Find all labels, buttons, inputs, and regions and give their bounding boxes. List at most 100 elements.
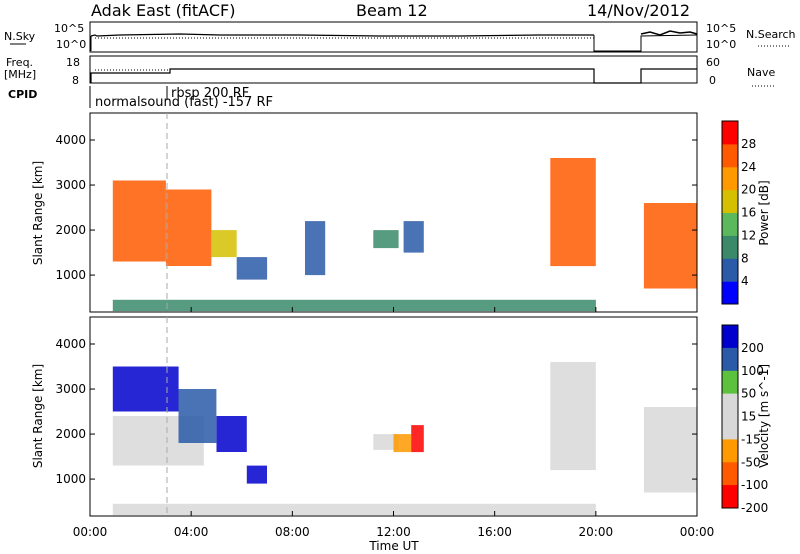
power-colorbar-tick-4: 20 — [741, 183, 756, 197]
power-colorbar-swatch-1 — [722, 258, 738, 282]
power-colorbar-tick-5: 24 — [741, 160, 756, 174]
xtick-label-3: 12:00 — [376, 525, 411, 539]
power-region-7 — [550, 158, 596, 267]
power-y-axis: 1000 2000 3000 4000 — [55, 133, 697, 282]
date-label: 14/Nov/2012 — [587, 1, 690, 20]
nsky-label: N.Sky — [4, 30, 36, 43]
velocity-y-axis: 1000 2000 3000 4000 — [55, 337, 697, 486]
power-region-3 — [236, 257, 268, 280]
nsky-trace — [90, 30, 698, 52]
power-region-1 — [165, 189, 212, 266]
velocity-colorbar-swatch-3 — [722, 393, 738, 417]
velocity-colorbar-tick-3: 15 — [741, 410, 756, 424]
nsky-tick-high: 10^5 — [54, 22, 84, 35]
cpid-mode-rbsp: rbsp 200 RF — [171, 86, 249, 101]
power-region-5 — [373, 230, 399, 249]
velocity-ytick-label-3: 4000 — [55, 337, 86, 351]
power-ytick-label-1: 2000 — [55, 223, 86, 237]
velocity-colorbar-tick-5: -50 — [741, 455, 761, 469]
power-colorbar-swatch-0 — [722, 281, 738, 305]
power-colorbar-label: Power [dB] — [757, 180, 771, 245]
velocity-colorbar-frame — [721, 324, 739, 509]
velocity-colorbar-label: Velocity [m s^-1] — [757, 364, 771, 468]
velocity-ytick-label-2: 3000 — [55, 382, 86, 396]
velocity-colorbar: 200 100 50 15 -15 -50 -100 -200 — [721, 324, 768, 515]
xtick-label-4: 16:00 — [477, 525, 512, 539]
power-colorbar-tick-1: 8 — [741, 251, 749, 265]
freq-trace — [90, 68, 697, 84]
nsearch-tick-high: 10^5 — [706, 22, 736, 35]
velocity-colorbar-tick-2: 50 — [741, 387, 756, 401]
velocity-colorbar-tick-4: -15 — [741, 432, 761, 446]
power-colorbar-swatch-4 — [722, 189, 738, 213]
time-x-label: Time UT — [368, 539, 419, 553]
xtick-label-6: 00:00 — [680, 525, 715, 539]
xtick-label-1: 04:00 — [174, 525, 209, 539]
velocity-colorbar-swatch-6 — [722, 462, 738, 486]
velocity-region-4 — [246, 465, 267, 484]
power-colorbar-tick-3: 16 — [741, 206, 756, 220]
power-region-4 — [305, 221, 326, 276]
velocity-region-9 — [643, 407, 697, 493]
velocity-colorbar-swatch-2 — [722, 370, 738, 395]
velocity-region-3 — [216, 416, 247, 452]
xtick-label-5: 20:00 — [579, 525, 614, 539]
freq-label-2: [MHz] — [4, 68, 36, 81]
power-region-9 — [112, 299, 596, 312]
velocity-colorbar-swatch-5 — [722, 439, 738, 463]
nsearch-tick-low: 10^0 — [706, 38, 736, 51]
power-ytick-label-0: 1000 — [55, 268, 86, 282]
velocity-region-5 — [373, 434, 399, 450]
cpid-panel: CPID rbsp 200 RF normalsound (fast) -157… — [8, 86, 273, 110]
power-ytick-label-3: 4000 — [55, 133, 86, 147]
velocity-colorbar-swatch-4 — [722, 416, 738, 440]
velocity-colorbar-swatch-7 — [722, 485, 738, 509]
power-region-0 — [112, 180, 166, 262]
nsearch-label: N.Search — [746, 28, 796, 41]
power-colorbar-swatch-6 — [722, 143, 738, 168]
power-y-label: Slant Range [km] — [31, 161, 45, 265]
power-colorbar-tick-6: 28 — [741, 137, 756, 151]
power-colorbar: 4 8 12 16 20 24 28 — [721, 120, 756, 305]
xtick-label-0: 00:00 — [73, 525, 108, 539]
power-colorbar-swatch-2 — [722, 235, 738, 259]
velocity-data-layer — [112, 362, 697, 516]
power-region-6 — [403, 221, 424, 253]
velocity-colorbar-tick-7: -200 — [741, 501, 768, 515]
velocity-panel: 1000 2000 3000 4000 Slant Range [km] 200 100… — [31, 307, 771, 553]
velocity-colorbar-swatch-0 — [722, 325, 738, 349]
velocity-y-label: Slant Range [km] — [31, 364, 45, 468]
velocity-region-0 — [112, 366, 179, 412]
velocity-region-8 — [550, 362, 596, 471]
velocity-region-10 — [112, 503, 596, 516]
power-data-layer — [112, 158, 697, 312]
power-colorbar-tick-0: 4 — [741, 274, 749, 288]
nsky-panel: N.Sky 10^5 10^0 10^5 10^0 N.Search — [4, 21, 796, 53]
nave-tick-high: 60 — [706, 56, 720, 69]
station-title: Adak East (fitACF) — [91, 1, 235, 20]
time-x-axis: 00:00 04:00 08:00 12:00 16:00 20:00 00:00 — [73, 307, 715, 539]
freq-tick-low: 8 — [72, 74, 79, 87]
cpid-label: CPID — [8, 88, 37, 101]
cpid-mode-normalsound: normalsound (fast) -157 RF — [95, 95, 273, 110]
freq-tick-high: 18 — [66, 56, 80, 69]
velocity-region-7 — [411, 425, 424, 453]
velocity-colorbar-swatch-1 — [722, 347, 738, 372]
power-ytick-label-2: 3000 — [55, 178, 86, 192]
power-region-2 — [211, 230, 237, 258]
velocity-colorbar-tick-1: 100 — [741, 364, 764, 378]
power-colorbar-frame — [721, 120, 739, 305]
nave-label: Nave — [747, 66, 775, 79]
velocity-region-2 — [178, 389, 217, 443]
power-panel: 1000 2000 3000 4000 Slant Range [km] 4 8 12 16… — [31, 112, 771, 313]
velocity-region-6 — [393, 434, 412, 453]
freq-panel: Freq. [MHz] 18 8 60 0 Nave — [4, 55, 775, 87]
velocity-colorbar-tick-6: -100 — [741, 478, 768, 492]
power-colorbar-swatch-3 — [722, 212, 738, 236]
beam-label: Beam 12 — [356, 1, 428, 20]
velocity-colorbar-tick-0: 200 — [741, 341, 764, 355]
xtick-label-2: 08:00 — [275, 525, 310, 539]
power-colorbar-swatch-5 — [722, 166, 738, 191]
nave-tick-low: 0 — [709, 74, 716, 87]
power-colorbar-tick-2: 12 — [741, 228, 756, 242]
